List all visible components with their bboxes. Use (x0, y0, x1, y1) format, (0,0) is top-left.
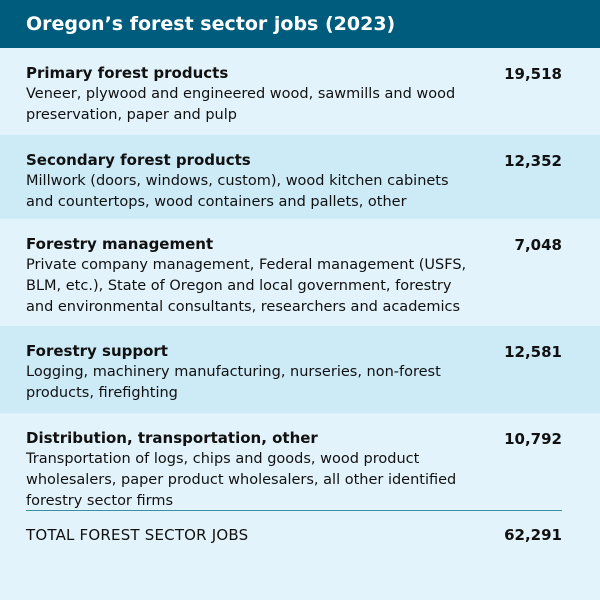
table-row-primary: Primary forest products Veneer, plywood … (0, 48, 600, 135)
row-description: Private company management, Federal mana… (26, 257, 467, 315)
row-name: Secondary forest products (26, 151, 251, 169)
table-row-management: Forestry management Private company mana… (0, 219, 600, 326)
table-row-support: Forestry support Logging, machinery manu… (0, 326, 600, 413)
row-description: Transportation of logs, chips and goods,… (26, 451, 457, 509)
total-label: TOTAL FOREST SECTOR JOBS (26, 526, 249, 544)
row-name: Distribution, transportation, other (26, 429, 318, 447)
table-row-secondary: Secondary forest products Millwork (door… (0, 135, 600, 219)
row-description: Veneer, plywood and engineered wood, saw… (26, 86, 456, 123)
row-name: Forestry management (26, 235, 214, 253)
table-row-distribution: Distribution, transportation, other Tran… (0, 413, 600, 510)
row-value: 12,581 (504, 343, 562, 361)
row-value: 10,792 (504, 430, 562, 448)
table-title: Oregon’s forest sector jobs (2023) (0, 0, 600, 48)
row-value: 19,518 (504, 65, 562, 83)
row-name: Forestry support (26, 342, 168, 360)
jobs-table: Primary forest products Veneer, plywood … (0, 48, 600, 561)
total-divider (26, 510, 562, 511)
row-value: 7,048 (514, 236, 562, 254)
row-description: Logging, machinery manufacturing, nurser… (26, 364, 441, 401)
row-value: 12,352 (504, 152, 562, 170)
total-row: TOTAL FOREST SECTOR JOBS 62,291 (0, 511, 600, 561)
total-value: 62,291 (504, 526, 562, 544)
row-description: Millwork (doors, windows, custom), wood … (26, 173, 449, 210)
row-name: Primary forest products (26, 64, 229, 82)
